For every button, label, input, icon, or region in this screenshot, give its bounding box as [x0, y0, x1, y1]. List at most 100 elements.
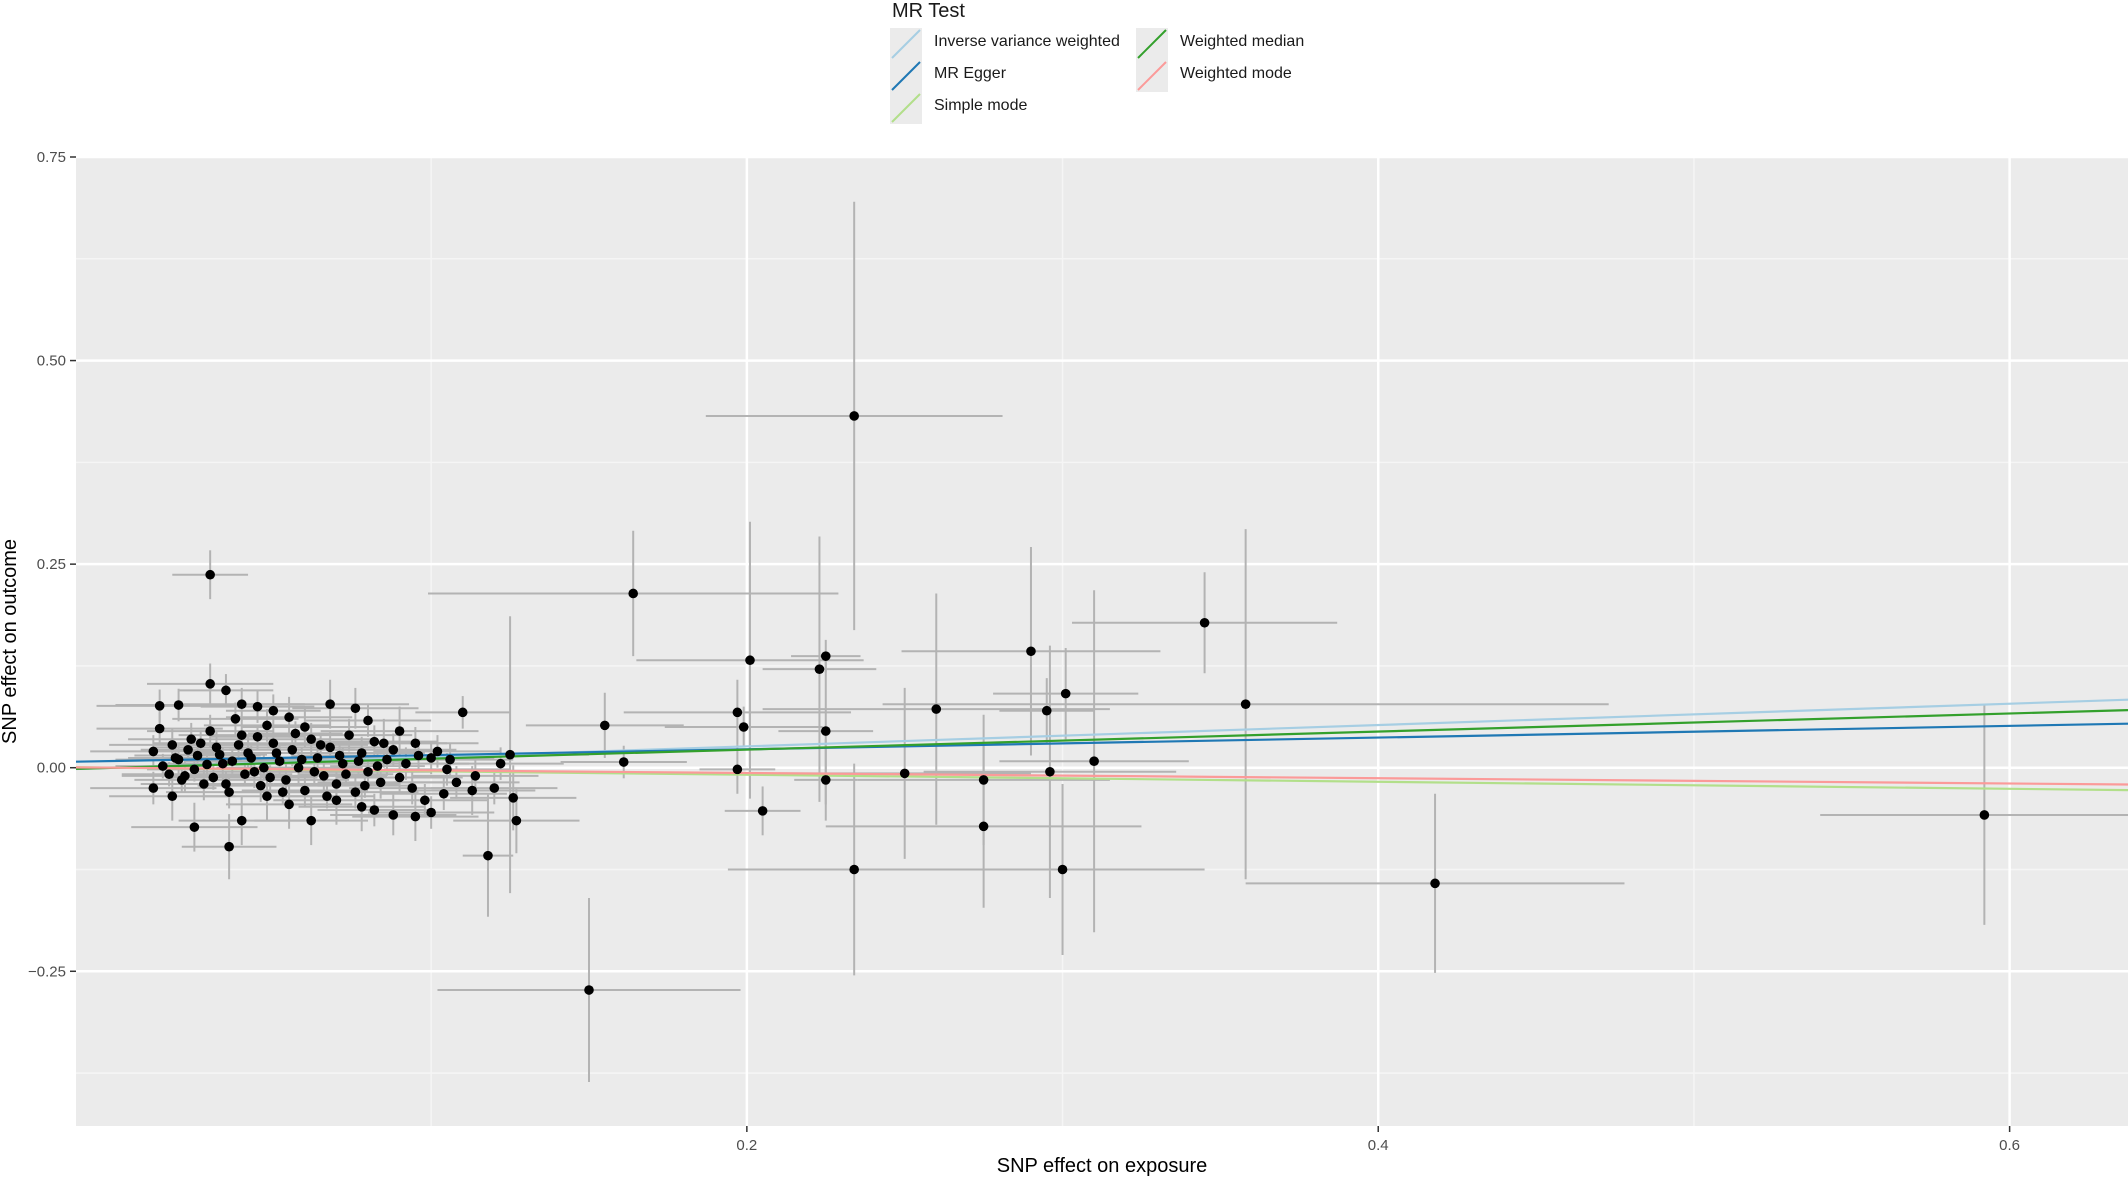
data-point [732, 764, 743, 775]
data-point [388, 745, 399, 755]
data-point [407, 783, 418, 793]
legend: MR Test Inverse variance weighted MR Egge… [890, 0, 1350, 130]
legend-label: Weighted median [1180, 33, 1305, 50]
data-point [489, 783, 500, 793]
data-point [296, 754, 307, 765]
data-point [167, 791, 178, 802]
data-points [148, 411, 1990, 995]
data-point [337, 758, 348, 769]
data-point [1045, 766, 1055, 777]
data-point [274, 756, 285, 766]
data-point [1057, 864, 1068, 875]
legend-key-line [891, 29, 921, 59]
data-point [167, 740, 178, 750]
data-point [233, 740, 244, 750]
legend-key-line [1137, 61, 1167, 91]
legend-label: Weighted mode [1180, 65, 1292, 82]
x-tick-label: 0.6 [1999, 1137, 2020, 1154]
data-point [183, 745, 193, 755]
data-point [1026, 646, 1036, 657]
data-point [394, 726, 405, 736]
data-point [344, 730, 354, 740]
data-point [356, 748, 367, 758]
data-point [410, 811, 421, 822]
data-point [508, 793, 519, 803]
data-point [255, 780, 266, 791]
data-point [394, 772, 405, 783]
data-point [236, 699, 247, 709]
data-point [186, 734, 197, 745]
data-point [208, 772, 219, 783]
data-point [202, 759, 212, 770]
data-point [154, 701, 165, 711]
data-point [369, 736, 380, 747]
data-point [379, 738, 389, 749]
data-point [154, 723, 165, 734]
plot-panel [76, 157, 2128, 1126]
data-point [277, 787, 288, 797]
legend-key-swatch [890, 28, 922, 60]
data-point [1979, 810, 1990, 820]
data-point [214, 749, 225, 760]
data-point [599, 720, 610, 731]
data-point [293, 762, 304, 773]
data-point [164, 769, 174, 780]
data-point [363, 766, 373, 777]
data-point [820, 651, 831, 661]
x-tick-label: 0.2 [736, 1137, 757, 1154]
data-point [240, 769, 250, 780]
data-point [211, 742, 222, 753]
data-point [410, 738, 421, 749]
data-point [356, 802, 367, 812]
data-point [262, 791, 272, 802]
data-point [360, 780, 370, 791]
data-point [319, 771, 329, 781]
data-point [451, 777, 462, 788]
data-point [173, 700, 184, 710]
data-point [438, 788, 449, 799]
data-point [325, 742, 335, 753]
data-point [978, 775, 989, 785]
y-tick-label: −0.25 [28, 963, 66, 980]
data-point [262, 720, 272, 731]
data-point [511, 815, 522, 826]
data-point [426, 753, 436, 763]
data-point [205, 726, 215, 736]
data-point [217, 758, 228, 769]
data-point [732, 707, 743, 718]
data-point [259, 762, 269, 773]
data-point [312, 753, 323, 763]
data-point [158, 761, 168, 771]
data-point [170, 753, 181, 763]
data-point [227, 756, 238, 766]
data-point [1089, 756, 1099, 766]
data-point [426, 807, 436, 818]
legend-key-swatch [890, 92, 922, 124]
data-point [1041, 705, 1052, 716]
data-point [369, 805, 380, 815]
data-point [495, 758, 506, 769]
data-point [281, 775, 291, 785]
data-point [246, 753, 257, 763]
data-point [505, 749, 515, 760]
data-point [931, 704, 942, 714]
data-point [738, 722, 749, 732]
data-point [176, 775, 187, 785]
y-tick-label: 0.50 [37, 353, 66, 370]
data-point [252, 731, 263, 742]
data-point [300, 785, 310, 796]
data-point [353, 756, 364, 766]
data-point [265, 772, 275, 783]
data-point [470, 771, 481, 781]
data-point [284, 799, 294, 810]
data-point [618, 757, 629, 767]
data-point [445, 754, 455, 765]
legend-key-line [1137, 29, 1167, 59]
data-point [584, 985, 594, 995]
data-point [483, 850, 493, 861]
x-axis-title: SNP effect on exposure [997, 1155, 1208, 1177]
data-point [388, 810, 399, 820]
data-point [814, 664, 825, 674]
legend-key-line [891, 93, 921, 123]
data-point [221, 779, 231, 789]
